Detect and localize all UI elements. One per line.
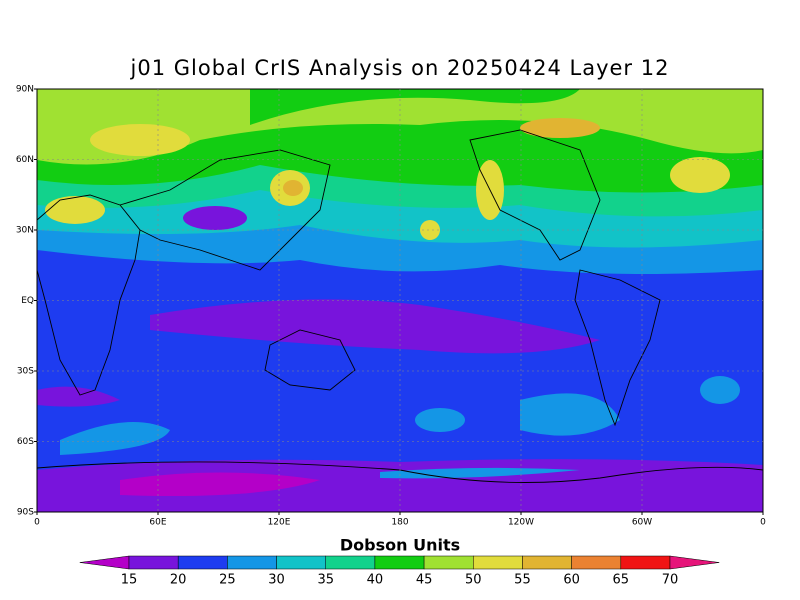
- field-blob: [37, 386, 120, 407]
- colorbar-label: 65: [613, 573, 630, 588]
- lon-label: 0: [760, 518, 766, 528]
- lat-label: 90N: [16, 85, 34, 95]
- field-blob: [90, 124, 190, 156]
- colorbar-extend: [669, 555, 720, 570]
- coastline: [119, 149, 331, 271]
- field-blob: [183, 206, 247, 230]
- lat-label: 30S: [17, 367, 34, 377]
- field-blob: [45, 196, 105, 224]
- colorbar-bin: [473, 555, 523, 570]
- lat-label: EQ: [21, 296, 34, 306]
- field-blob: [520, 118, 600, 138]
- field-blob: [283, 180, 303, 196]
- colorbar-bin: [177, 555, 228, 570]
- lon-label: 120E: [268, 518, 291, 528]
- lat-label: 90S: [17, 508, 34, 518]
- field-band: [250, 89, 580, 125]
- colorbar-label: 55: [514, 573, 531, 588]
- colorbar-bin: [423, 555, 474, 570]
- colorbar-label: 50: [465, 573, 482, 588]
- colorbar-extend: [79, 555, 130, 570]
- field-blob: [60, 422, 170, 455]
- coastline: [264, 329, 356, 391]
- lat-label: 60N: [16, 155, 34, 165]
- coastlines: [36, 129, 764, 483]
- field-blob: [120, 472, 320, 496]
- colorbar-bin: [571, 555, 622, 570]
- colorbar-label: 20: [170, 573, 187, 588]
- map-title: j01 Global CrIS Analysis on 20250424 Lay…: [130, 56, 670, 80]
- lon-label: 120W: [508, 518, 534, 528]
- lon-label: 180: [391, 518, 408, 528]
- colorbar-bin: [227, 555, 277, 570]
- colorbar-label: 40: [367, 573, 384, 588]
- coastline: [36, 194, 141, 396]
- coastline: [574, 269, 661, 427]
- colorbar-bin: [325, 555, 376, 570]
- colorbar-bin: [276, 555, 326, 570]
- lon-label: 0: [34, 518, 40, 528]
- lat-label: 60S: [17, 437, 34, 447]
- colorbar-label: 30: [268, 573, 285, 588]
- colorbar-label: 60: [563, 573, 580, 588]
- colorbar-label: 25: [219, 573, 236, 588]
- field-blob: [420, 220, 440, 240]
- field-blob: [520, 393, 620, 436]
- lat-label: 30N: [16, 226, 34, 236]
- lon-label: 60W: [632, 518, 652, 528]
- colorbar-bin: [374, 555, 425, 570]
- lon-label: 60E: [149, 518, 166, 528]
- colorbar-title: Dobson Units: [340, 536, 460, 555]
- colorbar-label: 35: [317, 573, 334, 588]
- field-blob: [415, 408, 465, 432]
- field-blob: [670, 157, 730, 193]
- coastline: [469, 129, 601, 261]
- colorbar: 15 20 25 30 35 40 45 50 55 60 65 70: [79, 555, 720, 588]
- colorbar-label: 70: [662, 573, 679, 588]
- coastline: [36, 461, 764, 483]
- colorbar-bin: [128, 555, 179, 570]
- field-blob: [700, 376, 740, 404]
- colorbar-bin: [620, 555, 671, 570]
- field-band: [37, 89, 763, 165]
- colorbar-bin: [522, 555, 572, 570]
- colorbar-label: 45: [416, 573, 433, 588]
- field-blob: [150, 299, 600, 354]
- colorbar-label: 15: [121, 573, 138, 588]
